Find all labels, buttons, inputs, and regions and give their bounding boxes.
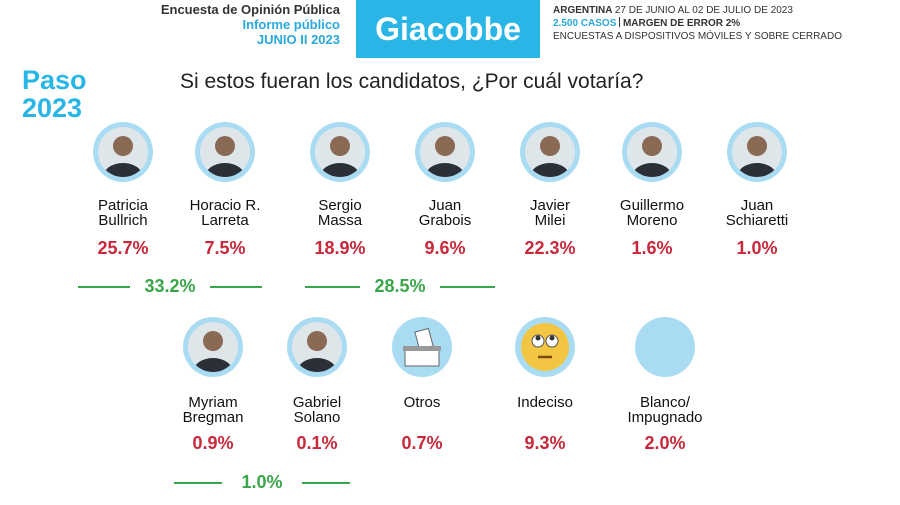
candidate-name: Gabriel Solano [252, 395, 382, 425]
name-line: Otros [403, 394, 441, 411]
avatar [622, 122, 682, 182]
badge-line: Paso [22, 65, 87, 95]
candidate-result: 9.6% [424, 238, 466, 258]
candidate-name: Juan Schiaretti [692, 198, 822, 228]
candidate-result: 7.5% [204, 238, 246, 258]
group-line [440, 286, 495, 288]
avatar [515, 317, 575, 377]
group-line [78, 286, 130, 288]
candidate-name: Blanco/Impugnado [600, 395, 730, 425]
name-line: Myriam [188, 394, 238, 411]
candidate-result: 2.0% [644, 433, 686, 453]
name-line: Bregman [182, 409, 244, 426]
name-line: Indeciso [517, 394, 573, 411]
name-line: Javier [529, 197, 570, 214]
group-line [210, 286, 262, 288]
candidate-result: 1.6% [631, 238, 673, 258]
name-line: Massa [317, 212, 363, 229]
badge-line: 2023 [22, 93, 83, 123]
candidate-name: Indeciso [480, 395, 610, 410]
avatar [415, 122, 475, 182]
candidate-name: Javier Milei [485, 198, 615, 228]
candidate-name: Patricia Bullrich [58, 198, 188, 228]
candidate-result: 18.9% [314, 238, 366, 258]
group-total: 33.2% [144, 276, 196, 296]
avatar [195, 122, 255, 182]
name-line: Guillermo [619, 197, 685, 214]
separator [619, 17, 621, 27]
avatar [183, 317, 243, 377]
method: ENCUESTAS A DISPOSITIVOS MÓVILES Y SOBRE… [553, 31, 842, 42]
header-edition: JUNIO II 2023 [256, 32, 340, 47]
header-subtitle: Informe público [242, 17, 341, 32]
name-line: Bullrich [98, 212, 148, 229]
name-line: Juan [428, 197, 462, 214]
candidate-name: Otros [357, 395, 487, 410]
candidate-result: 0.9% [192, 433, 234, 453]
brand: Giacobbe [356, 0, 540, 58]
candidate-name: Juan Grabois [380, 198, 510, 228]
group-line [302, 482, 350, 484]
name-line: Juan [740, 197, 774, 214]
dates: 27 DE JUNIO AL 02 DE JULIO DE 2023 [614, 5, 793, 16]
name-line: Impugnado [627, 409, 703, 426]
name-line: Blanco/ [639, 394, 691, 411]
cases: 2.500 CASOS [553, 18, 617, 29]
group-total: 1.0% [241, 472, 283, 492]
avatar [310, 122, 370, 182]
avatar [727, 122, 787, 182]
name-line: Milei [534, 212, 566, 229]
name-line: Patricia [97, 197, 149, 214]
name-line: Sergio [318, 197, 362, 214]
name-line: Horacio R. [189, 197, 261, 214]
candidate-result: 9.3% [524, 433, 566, 453]
country: ARGENTINA [553, 5, 613, 16]
candidate-result: 0.1% [296, 433, 338, 453]
group-total: 28.5% [374, 276, 426, 296]
header-left: Encuesta de Opinión Pública Informe públ… [161, 2, 340, 47]
candidate-name: Myriam Bregman [148, 395, 278, 425]
avatar [635, 317, 695, 377]
badge: Paso 2023 [22, 66, 87, 122]
avatar [287, 317, 347, 377]
name-line: Grabois [418, 212, 472, 229]
name-line: Solano [293, 409, 341, 426]
avatar [392, 317, 452, 377]
header-title: Encuesta de Opinión Pública [160, 2, 340, 17]
candidate-result: 22.3% [524, 238, 576, 258]
question: Si estos fueran los candidatos, ¿Por cuá… [180, 70, 644, 93]
candidate-name: Guillermo Moreno [587, 198, 717, 228]
avatar [520, 122, 580, 182]
candidate-result: 25.7% [97, 238, 149, 258]
group-line [174, 482, 222, 484]
name-line: Moreno [626, 212, 678, 229]
name-line: Gabriel [292, 394, 342, 411]
candidate-result: 0.7% [401, 433, 443, 453]
candidate-name: Horacio R. Larreta [160, 198, 290, 228]
name-line: Schiaretti [725, 212, 789, 229]
group-line [305, 286, 360, 288]
candidate-result: 1.0% [736, 238, 778, 258]
margin: MARGEN DE ERROR 2% [622, 18, 741, 29]
name-line: Larreta [201, 212, 249, 229]
avatar [93, 122, 153, 182]
header-right: ARGENTINA 27 DE JUNIO AL 02 DE JULIO DE … [553, 4, 842, 43]
candidate-name: Sergio Massa [275, 198, 405, 228]
